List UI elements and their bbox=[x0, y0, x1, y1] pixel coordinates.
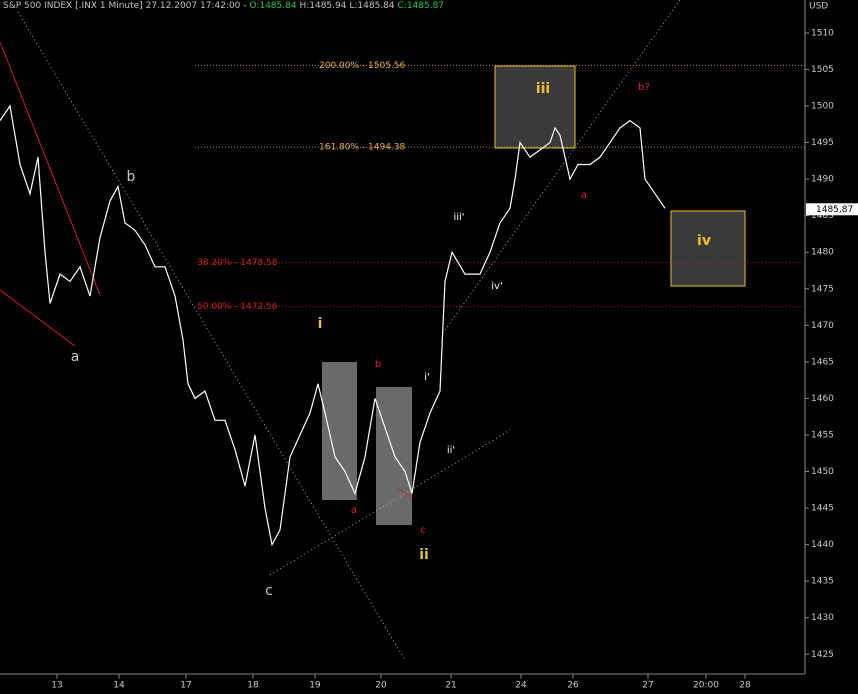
x-tick-label: 27 bbox=[642, 681, 653, 691]
wave-label: iii' bbox=[453, 212, 464, 223]
y-tick-label: 1505 bbox=[811, 65, 834, 75]
y-tick-label: 1495 bbox=[811, 138, 834, 148]
y-tick-label: 1445 bbox=[811, 504, 834, 514]
fib-label: 200.00% - 1505.56 bbox=[319, 61, 406, 71]
datetime: 27.12.2007 17:42:00 bbox=[145, 1, 241, 11]
wave-label: c bbox=[420, 525, 426, 536]
wave-label: i' bbox=[424, 372, 430, 383]
y-tick-label: 1500 bbox=[811, 101, 834, 111]
x-tick-label: 21 bbox=[445, 681, 456, 691]
x-tick-label: 19 bbox=[309, 681, 321, 691]
trendline bbox=[269, 429, 511, 576]
currency: USD bbox=[809, 2, 828, 12]
last-price-label: 1485,87 bbox=[816, 205, 853, 215]
wave-label: ii' bbox=[447, 445, 455, 456]
wave-label: b bbox=[127, 169, 136, 185]
wave-label: c bbox=[265, 583, 273, 599]
y-tick-label: 1475 bbox=[811, 284, 834, 294]
y-tick-label: 1450 bbox=[811, 467, 834, 477]
wave-label: b? bbox=[638, 82, 650, 93]
target-box bbox=[494, 65, 576, 149]
y-tick-label: 1425 bbox=[811, 650, 834, 660]
y-tick-label: 1430 bbox=[811, 613, 834, 623]
low: L:1485.84 bbox=[349, 1, 395, 11]
wave-label: iv bbox=[697, 233, 711, 249]
fib-label: 50.00% - 1472.56 bbox=[197, 302, 278, 312]
y-tick-label: 1455 bbox=[811, 430, 834, 440]
fib-label: 38.20% - 1478.58 bbox=[197, 258, 278, 268]
close: C:1485.87 bbox=[397, 1, 445, 11]
y-tick-label: 1435 bbox=[811, 577, 834, 587]
y-tick-label: 1485 bbox=[811, 211, 834, 221]
wave-box bbox=[376, 387, 412, 525]
last-price-box bbox=[806, 203, 858, 216]
y-tick-label: 1465 bbox=[811, 357, 834, 367]
wave-label: ii bbox=[419, 547, 429, 563]
trendline bbox=[17, 11, 406, 661]
trendline bbox=[444, 0, 681, 331]
x-tick-label: 24 bbox=[515, 681, 527, 691]
wave-label: b bbox=[375, 359, 381, 370]
x-tick-label: 14 bbox=[113, 681, 125, 691]
price-line bbox=[0, 104, 666, 547]
x-tick-label: 18 bbox=[247, 681, 259, 691]
wave-label: a bbox=[581, 190, 587, 201]
wave-label: a bbox=[351, 505, 357, 516]
y-tick-label: 1470 bbox=[811, 321, 834, 331]
wave-label: iii bbox=[536, 81, 550, 97]
wave-label: a bbox=[71, 349, 80, 365]
x-tick-label: 17 bbox=[180, 681, 191, 691]
x-tick-label: 26 bbox=[567, 681, 579, 691]
channel-line bbox=[0, 289, 76, 347]
target-box bbox=[670, 210, 746, 287]
channel-line bbox=[397, 487, 413, 499]
y-tick-label: 1490 bbox=[811, 175, 834, 185]
wave-box bbox=[322, 362, 357, 500]
channel-line bbox=[0, 41, 101, 296]
x-tick-label: 20 bbox=[375, 681, 387, 691]
instrument: S&P 500 INDEX [.INX 1 Minute] bbox=[3, 1, 143, 11]
wave-label: i bbox=[318, 316, 323, 332]
high: H:1485.94 bbox=[299, 1, 347, 11]
x-tick-label: 13 bbox=[51, 681, 62, 691]
y-tick-label: 1480 bbox=[811, 248, 834, 258]
fib-label: 161.80% - 1494.38 bbox=[319, 143, 406, 153]
x-tick-label: 20:00 bbox=[693, 681, 719, 691]
x-tick-label: 28 bbox=[739, 681, 751, 691]
open: O:1485.84 bbox=[249, 1, 297, 11]
y-tick-label: 1440 bbox=[811, 540, 834, 550]
wave-label: iv' bbox=[491, 281, 502, 292]
header: S&P 500 INDEX [.INX 1 Minute] 27.12.2007… bbox=[3, 1, 445, 11]
y-tick-label: 1510 bbox=[811, 28, 834, 38]
y-tick-label: 1460 bbox=[811, 394, 834, 404]
